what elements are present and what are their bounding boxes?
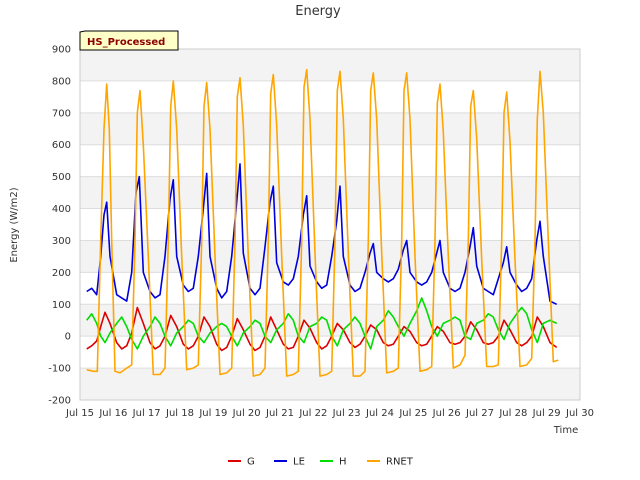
series-line-le bbox=[86, 163, 558, 306]
x-tick-label: Jul 17 bbox=[132, 408, 161, 419]
x-tick-label: Jul 30 bbox=[565, 408, 594, 419]
x-tick-label: Jul 15 bbox=[65, 408, 94, 419]
badge-label: HS_Processed bbox=[87, 37, 165, 48]
y-tick-label: 200 bbox=[52, 268, 71, 279]
x-tick-label: Jul 27 bbox=[465, 408, 494, 419]
y-tick-label: 300 bbox=[52, 236, 71, 247]
x-tick-label: Jul 25 bbox=[398, 408, 427, 419]
x-tick-label: Jul 20 bbox=[232, 408, 261, 419]
grid-band bbox=[80, 176, 580, 209]
plot-frame bbox=[79, 48, 581, 401]
legend-item-le: LE bbox=[274, 457, 305, 468]
y-tick-label: 100 bbox=[52, 300, 71, 311]
series-line-rnet bbox=[86, 68, 559, 377]
legend-label: LE bbox=[293, 457, 305, 468]
grid-band bbox=[80, 112, 580, 145]
legend-label: RNET bbox=[386, 457, 414, 468]
x-tick-label: Jul 21 bbox=[265, 408, 294, 419]
plot-bands bbox=[80, 49, 580, 400]
y-tick-label: 900 bbox=[52, 45, 71, 56]
x-tick-label: Jul 22 bbox=[298, 408, 327, 419]
legend-item-rnet: RNET bbox=[367, 457, 414, 468]
legend-label: G bbox=[247, 457, 255, 468]
chart-title: Energy bbox=[295, 4, 341, 19]
x-tick-label: Jul 19 bbox=[198, 408, 227, 419]
y-tick-label: 500 bbox=[52, 172, 71, 183]
legend-item-g: G bbox=[228, 457, 255, 468]
y-axis-title: Energy (W/m2) bbox=[9, 187, 20, 262]
grid-band bbox=[80, 49, 580, 81]
x-tick-label: Jul 23 bbox=[332, 408, 361, 419]
x-tick-label: Jul 28 bbox=[498, 408, 527, 419]
badge-box bbox=[79, 30, 179, 51]
legend-item-h: H bbox=[320, 457, 347, 468]
x-axis-title: Time bbox=[553, 425, 578, 436]
x-tick-labels: Jul 15 Jul 16 Jul 17 Jul 18 Jul 19 Jul 20 Jul … bbox=[65, 408, 594, 419]
x-tick-label: Jul 24 bbox=[365, 408, 394, 419]
y-tick-label: 700 bbox=[52, 108, 71, 119]
y-tick-label: 400 bbox=[52, 204, 71, 215]
legend: G LE H RNET bbox=[228, 457, 414, 468]
x-tick-label: Jul 18 bbox=[165, 408, 194, 419]
x-tick-label: Jul 16 bbox=[98, 408, 127, 419]
x-tick-label: Jul 29 bbox=[532, 408, 561, 419]
y-tick-label: 600 bbox=[52, 140, 71, 151]
y-tick-label: 800 bbox=[52, 76, 71, 87]
x-tick-label: Jul 26 bbox=[432, 408, 461, 419]
series-line-h bbox=[86, 297, 558, 350]
y-tick-labels: -200 -100 0 100 200 300 400 500 600 700 800 900 bbox=[48, 45, 71, 407]
y-tick-label: -200 bbox=[48, 396, 71, 407]
y-tick-label: 0 bbox=[65, 332, 71, 343]
legend-label: H bbox=[339, 457, 347, 468]
processing-badge: HS_Processed bbox=[79, 30, 179, 51]
grid-band bbox=[80, 368, 580, 400]
series-lines bbox=[86, 68, 559, 377]
y-tick-label: -100 bbox=[48, 364, 71, 375]
